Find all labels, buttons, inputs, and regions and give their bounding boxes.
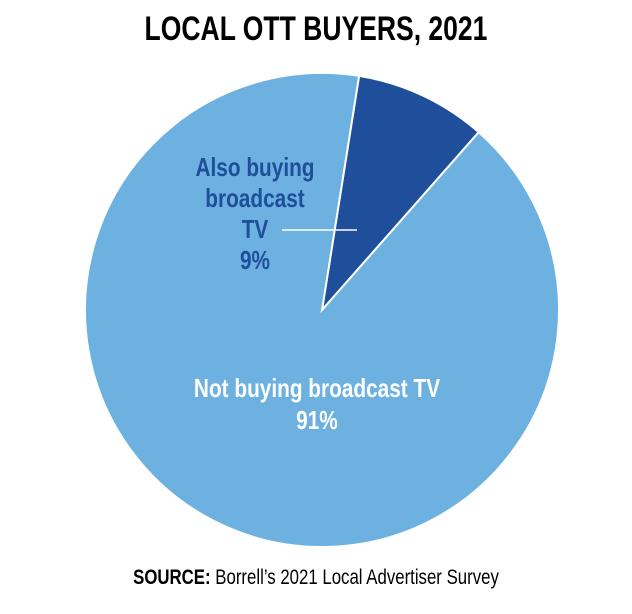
slice-label: Also buying broadcast TV 9% (175, 152, 335, 276)
source-note: SOURCE: Borrell’s 2021 Local Advertiser … (63, 566, 569, 590)
slice-label: Not buying broadcast TV 91% (157, 372, 477, 436)
category-label: Also buying broadcast TV (195, 152, 315, 244)
value-label: 91% (296, 405, 338, 435)
source-text: Borrell’s 2021 Local Advertiser Survey (215, 566, 499, 589)
category-label: Not buying broadcast TV (193, 373, 441, 403)
pie-slice (320, 74, 481, 314)
pie-slice (84, 72, 560, 548)
chart-title: LOCAL OTT BUYERS, 2021 (144, 10, 488, 48)
value-label: 9% (239, 245, 271, 275)
source-label: SOURCE: (133, 566, 211, 589)
